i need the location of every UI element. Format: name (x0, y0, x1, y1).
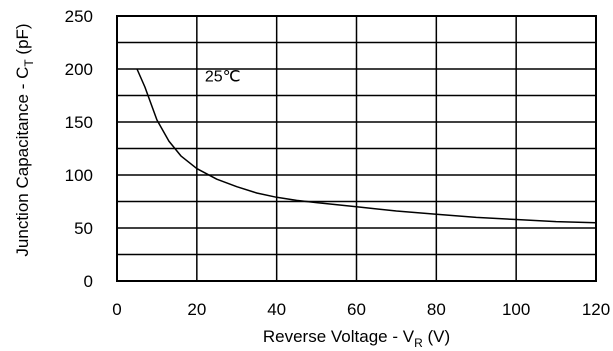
x-tick-label: 0 (112, 300, 121, 319)
y-axis-label: Junction Capacitance - CT (pF) (13, 23, 36, 256)
y-tick-label: 100 (65, 166, 93, 185)
x-axis-label-main: Reverse Voltage - V (263, 327, 415, 346)
temperature-annotation: 25℃ (205, 69, 241, 86)
x-tick-label: 60 (347, 300, 366, 319)
grid (117, 16, 596, 281)
y-tick-label: 150 (65, 113, 93, 132)
x-axis-label-unit: (V) (423, 327, 450, 346)
plot-frame (116, 15, 597, 282)
x-tick-label: 20 (187, 300, 206, 319)
x-axis-label: Reverse Voltage - VR (V) (263, 327, 450, 350)
y-axis-label-sub: T (22, 59, 36, 67)
tick-labels: 0 20 40 60 80 100 120 0 50 100 150 200 250 (65, 7, 611, 319)
capacitance-curve (136, 68, 597, 224)
y-tick-label: 50 (74, 219, 93, 238)
y-tick-label: 200 (65, 60, 93, 79)
x-tick-label: 120 (582, 300, 610, 319)
y-axis-label-main: Junction Capacitance - C (13, 67, 32, 257)
x-axis-label-sub: R (414, 336, 423, 350)
x-tick-label: 80 (427, 300, 446, 319)
series-layer (136, 68, 597, 224)
y-tick-label: 250 (65, 7, 93, 26)
x-tick-label: 100 (502, 300, 530, 319)
y-axis-label-unit: (pF) (13, 23, 32, 59)
y-tick-label: 0 (84, 272, 93, 291)
x-tick-label: 40 (267, 300, 286, 319)
